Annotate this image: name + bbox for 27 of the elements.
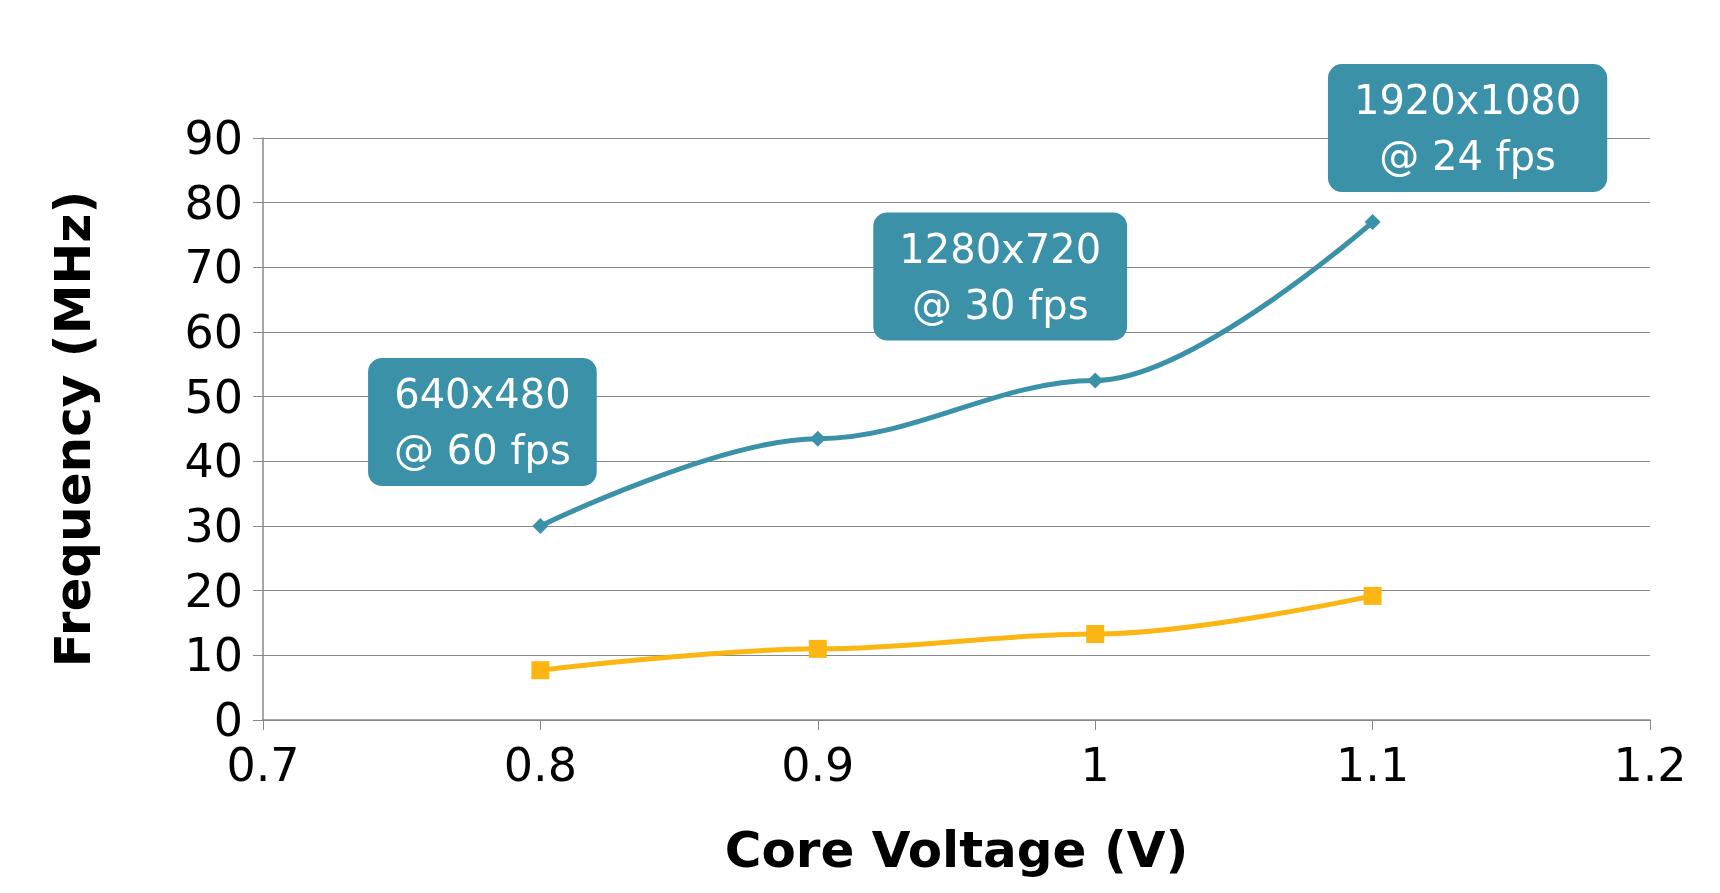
- point: [1363, 586, 1382, 605]
- x-tick-label: 1.2: [1613, 738, 1687, 792]
- y-tick-label: 20: [184, 563, 243, 618]
- point: [531, 661, 550, 680]
- point: [1086, 624, 1105, 643]
- annotation: 1280x720 @ 30 fps: [899, 225, 1102, 328]
- x-tick-label: 1: [1080, 738, 1110, 792]
- y-axis-title: Frequency (MHz): [44, 190, 102, 668]
- y-tick-label: 50: [184, 369, 243, 424]
- annotation: 640x480 @ 60 fps: [394, 371, 571, 473]
- point: [532, 518, 549, 534]
- y-tick-label: 70: [184, 240, 243, 295]
- y-tick-label: 10: [184, 628, 243, 683]
- point: [808, 639, 827, 658]
- point: [809, 430, 826, 447]
- x-tick-label: 1.1: [1336, 738, 1410, 792]
- point: [1364, 214, 1381, 231]
- y-tick-label: 60: [184, 305, 243, 359]
- annotation: 1920x1080 @ 24 fps: [1353, 77, 1582, 180]
- x-tick-label: 0.9: [781, 738, 855, 792]
- y-tick-label: 30: [184, 499, 243, 553]
- x-tick-label: 0.8: [503, 738, 577, 792]
- y-tick-label: 80: [184, 175, 243, 230]
- y-tick-label: 90: [184, 111, 243, 165]
- x-axis-title: Core Voltage (V): [724, 821, 1189, 879]
- y-tick-label: 40: [184, 434, 243, 489]
- point: [1087, 372, 1104, 389]
